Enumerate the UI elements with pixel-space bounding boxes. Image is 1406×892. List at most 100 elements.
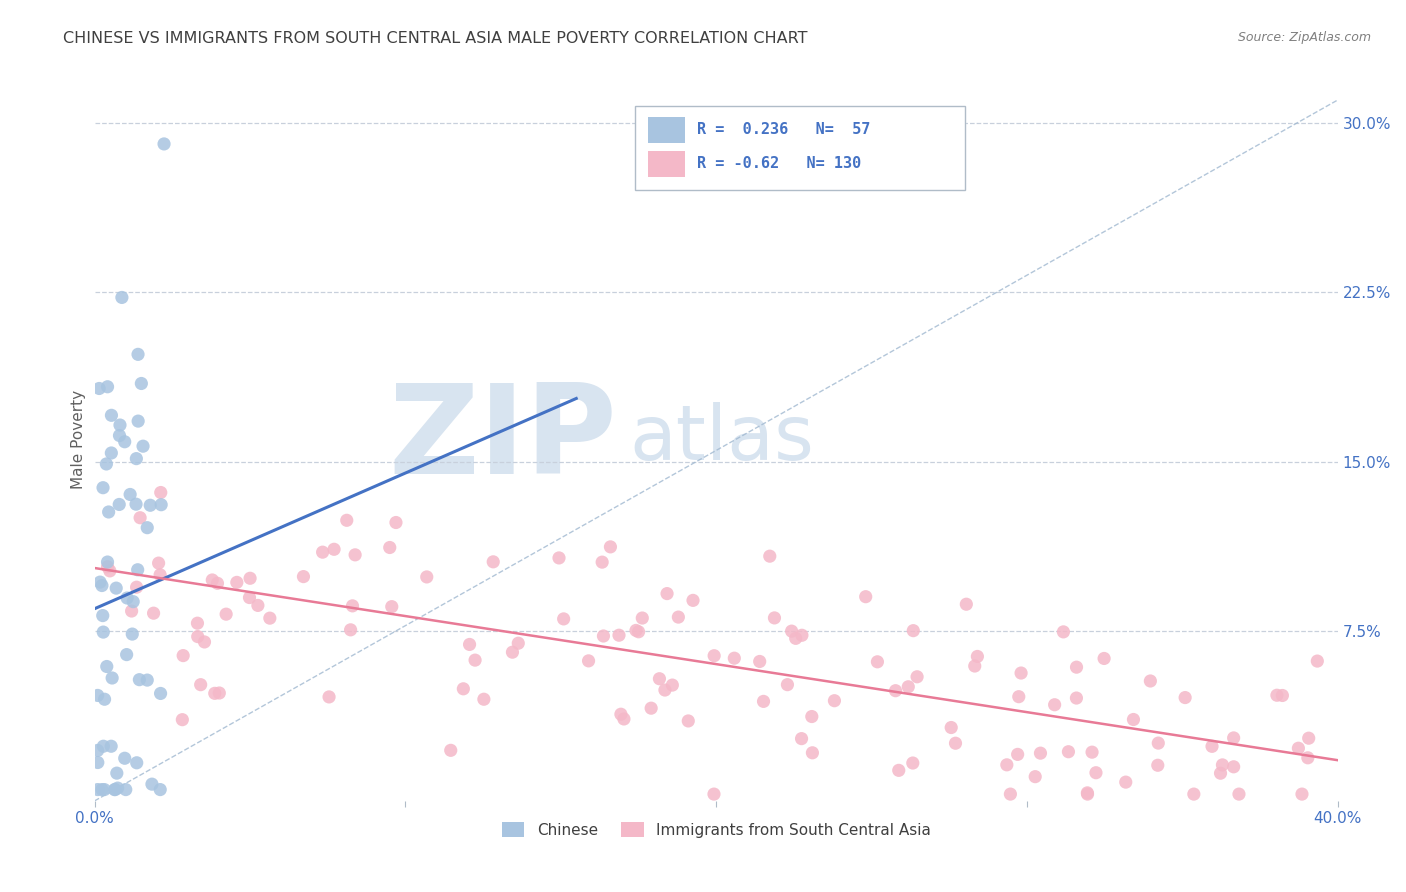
Point <box>190 678 212 692</box>
Point <box>1146 758 1168 772</box>
Point <box>292 569 315 583</box>
Point <box>136 521 159 535</box>
Point <box>149 686 172 700</box>
Point <box>128 673 150 687</box>
Point <box>149 567 172 582</box>
Point <box>125 580 148 594</box>
Point <box>91 625 114 640</box>
Point <box>1115 775 1137 789</box>
Point <box>1286 741 1309 756</box>
Point <box>91 608 114 623</box>
Point <box>666 610 689 624</box>
Point <box>96 555 118 569</box>
Point <box>1007 747 1029 762</box>
Point <box>208 686 231 700</box>
Point <box>785 632 807 646</box>
Point <box>378 541 401 555</box>
Point <box>127 414 149 428</box>
Point <box>1010 666 1032 681</box>
Point <box>790 731 813 746</box>
Point <box>610 707 633 722</box>
Point <box>1076 786 1098 800</box>
Point <box>631 611 654 625</box>
Point <box>87 756 110 770</box>
Point <box>1271 689 1294 703</box>
Point <box>121 604 143 618</box>
Text: atlas: atlas <box>628 402 814 476</box>
Point <box>1076 787 1098 801</box>
Point <box>1066 691 1088 706</box>
Point <box>472 692 495 706</box>
Point <box>903 624 925 638</box>
Point <box>1029 746 1052 760</box>
Point <box>246 599 269 613</box>
Point <box>1222 760 1244 774</box>
Point <box>887 764 910 778</box>
Text: R =  0.236   N=  57: R = 0.236 N= 57 <box>697 122 870 137</box>
Point <box>866 655 889 669</box>
Point <box>1298 731 1320 746</box>
Point <box>501 645 523 659</box>
Point <box>780 624 803 639</box>
Point <box>723 651 745 665</box>
Point <box>104 782 127 797</box>
Point <box>752 694 775 708</box>
Point <box>901 756 924 770</box>
Point <box>464 653 486 667</box>
Point <box>90 578 112 592</box>
Point <box>1084 765 1107 780</box>
Point <box>440 743 463 757</box>
Point <box>239 571 262 585</box>
Point <box>132 439 155 453</box>
Point <box>105 766 128 780</box>
Point <box>149 485 172 500</box>
Point <box>342 599 364 613</box>
Point <box>1222 731 1244 745</box>
FancyBboxPatch shape <box>648 117 685 143</box>
Point <box>458 637 481 651</box>
Point <box>96 380 118 394</box>
Point <box>89 382 111 396</box>
Point <box>1227 787 1250 801</box>
Point <box>941 721 963 735</box>
Point <box>93 692 115 706</box>
Point <box>776 678 799 692</box>
Point <box>114 751 136 765</box>
Point <box>139 498 162 512</box>
Point <box>339 623 361 637</box>
Point <box>141 777 163 791</box>
Point <box>758 549 780 564</box>
Point <box>336 513 359 527</box>
Point <box>385 516 408 530</box>
Point <box>131 376 153 391</box>
Point <box>125 451 148 466</box>
Point <box>125 497 148 511</box>
Point <box>172 713 194 727</box>
Point <box>905 670 928 684</box>
Text: R = -0.62   N= 130: R = -0.62 N= 130 <box>697 156 862 171</box>
Point <box>115 648 138 662</box>
Point <box>172 648 194 663</box>
Point <box>599 540 621 554</box>
Legend: Chinese, Immigrants from South Central Asia: Chinese, Immigrants from South Central A… <box>495 815 936 844</box>
Point <box>703 648 725 663</box>
Point <box>100 446 122 460</box>
Point <box>121 627 143 641</box>
Point <box>114 434 136 449</box>
Point <box>995 757 1018 772</box>
Point <box>963 659 986 673</box>
Point <box>640 701 662 715</box>
Point <box>201 573 224 587</box>
Point <box>648 672 671 686</box>
Point <box>966 649 988 664</box>
Point <box>627 624 650 639</box>
Point <box>344 548 367 562</box>
Point <box>1139 673 1161 688</box>
Point <box>1043 698 1066 712</box>
Point <box>323 542 346 557</box>
Point <box>553 612 575 626</box>
Point <box>416 570 439 584</box>
Point <box>225 575 247 590</box>
FancyBboxPatch shape <box>636 106 965 190</box>
Point <box>801 746 824 760</box>
